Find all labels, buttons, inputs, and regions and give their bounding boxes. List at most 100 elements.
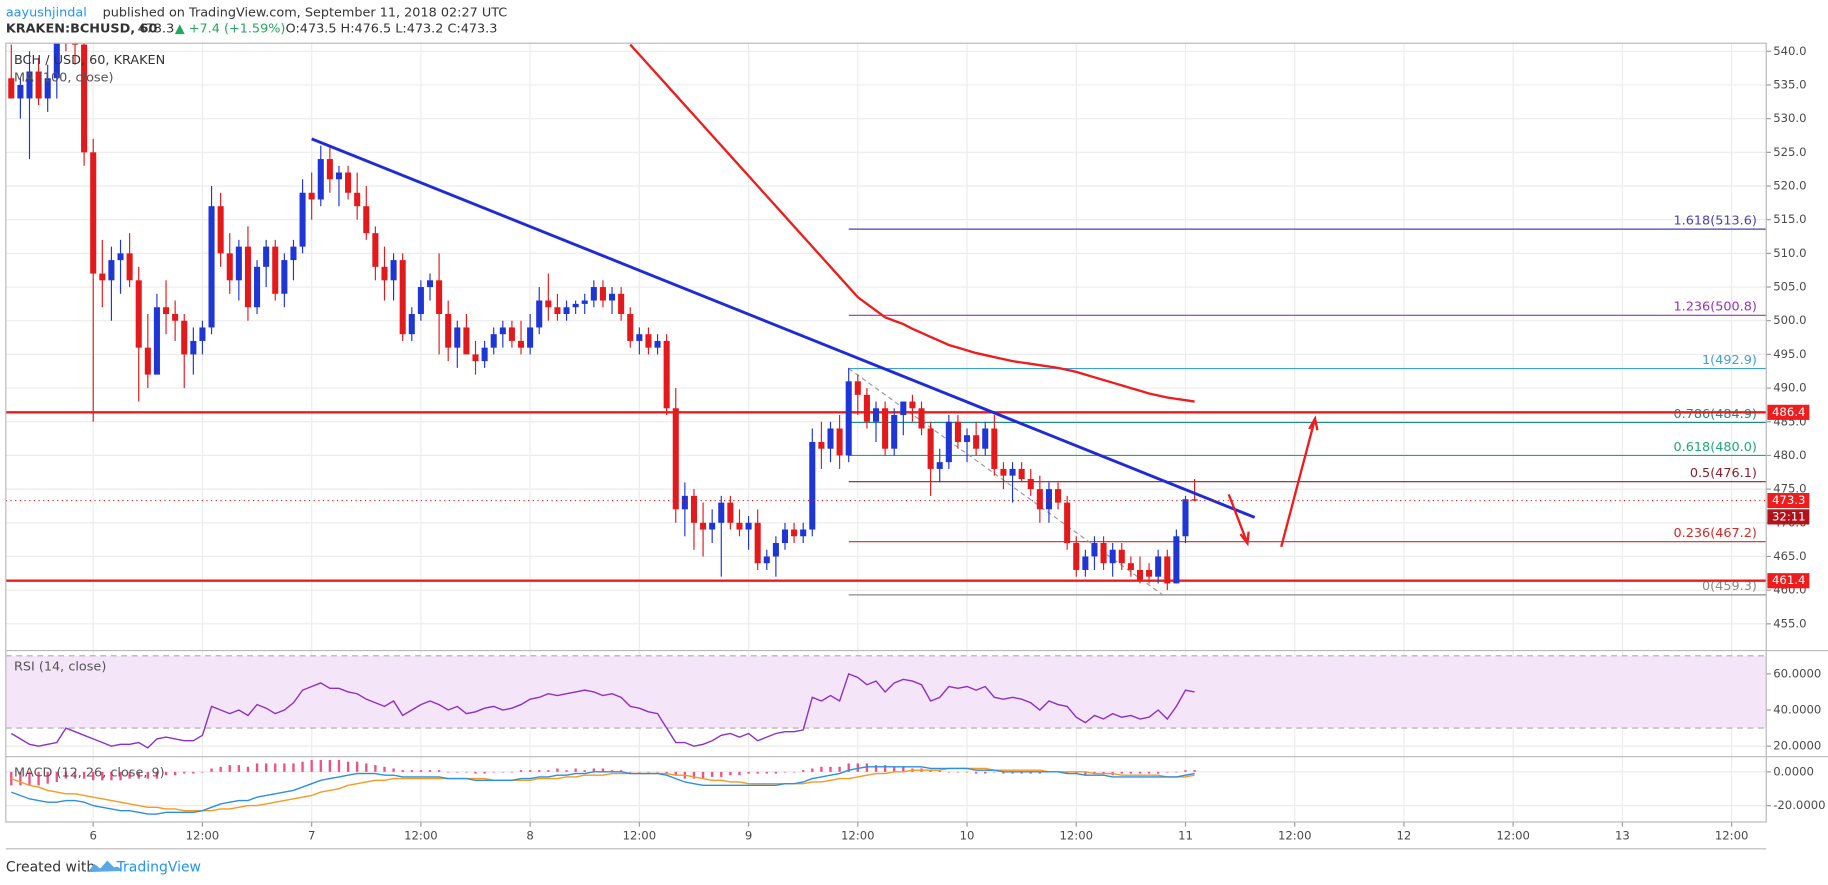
candle-body xyxy=(399,260,406,335)
macd-histogram-bar xyxy=(1147,771,1151,774)
candle-body xyxy=(481,347,488,362)
macd-histogram-bar xyxy=(1020,771,1023,774)
candle-body xyxy=(845,381,852,456)
candle-body xyxy=(599,287,606,301)
countdown-tag xyxy=(1767,509,1810,525)
candle-body xyxy=(954,421,961,442)
candle-body xyxy=(527,327,534,348)
candle-body xyxy=(545,300,552,308)
x-tick-label: 10 xyxy=(960,828,975,842)
x-tick-label: 12 xyxy=(1397,828,1412,842)
x-tick-label: 12:00 xyxy=(1278,828,1312,842)
macd-histogram-bar xyxy=(92,771,95,781)
macd-histogram-bar xyxy=(1038,771,1042,774)
macd-histogram-bar xyxy=(274,763,277,772)
macd-histogram-bar xyxy=(893,766,896,772)
candle-body xyxy=(317,159,324,200)
candle-body xyxy=(436,280,443,314)
candle-body xyxy=(117,253,124,261)
macd-histogram-bar xyxy=(474,771,477,774)
macd-histogram-bar xyxy=(255,763,259,772)
candle-body xyxy=(126,253,133,281)
moving-average xyxy=(629,43,1195,403)
macd-histogram-bar xyxy=(119,771,122,781)
candle-body xyxy=(827,428,834,449)
macd-histogram-bar xyxy=(1129,771,1133,774)
macd-histogram-bar xyxy=(874,765,878,772)
macd-histogram-bar xyxy=(228,765,231,772)
candle-body xyxy=(581,300,588,304)
macd-histogram-bar xyxy=(984,771,987,774)
macd-histogram-bar xyxy=(802,770,805,772)
macd-histogram-bar xyxy=(547,770,550,772)
x-tick-label: 12:00 xyxy=(186,828,220,842)
macd-histogram-bar xyxy=(82,771,86,779)
macd-histogram-bar xyxy=(619,770,623,772)
macd-histogram-bar xyxy=(365,763,368,772)
header-ohlc: O:473.5 H:476.5 L:473.2 C:473.3 xyxy=(286,22,498,37)
y-tick-label: 515.0 xyxy=(1773,212,1806,226)
macd-histogram-bar xyxy=(19,771,22,786)
x-tick-label: 6 xyxy=(90,828,97,842)
x-tick-label: 8 xyxy=(526,828,533,842)
candle-body xyxy=(71,43,79,45)
candle-body xyxy=(945,421,952,463)
candle-body xyxy=(836,428,843,456)
macd-histogram-bar xyxy=(929,770,932,772)
macd-histogram-bar xyxy=(965,771,969,773)
macd-histogram-bar xyxy=(310,760,313,772)
macd-histogram-bar xyxy=(829,766,832,772)
candle-body xyxy=(199,327,206,341)
macd-histogram-bar xyxy=(974,771,978,774)
macd-histogram-bar xyxy=(356,761,359,772)
candle-body xyxy=(1182,499,1189,537)
macd-histogram-bar xyxy=(902,766,905,772)
candle-body xyxy=(982,428,989,449)
candle-body xyxy=(445,313,452,348)
candle-body xyxy=(900,401,907,416)
y-tick-label: 20.0000 xyxy=(1773,739,1821,753)
macd-histogram-bar xyxy=(46,771,49,784)
candle-body xyxy=(463,327,470,355)
macd-histogram-bar xyxy=(292,763,295,772)
arrow-down xyxy=(1227,493,1250,547)
candle-body xyxy=(909,401,916,409)
macd-histogram-bar xyxy=(774,771,778,774)
candle-body xyxy=(1082,556,1089,570)
candle-body xyxy=(172,313,179,321)
candle-body xyxy=(508,327,515,341)
macd-histogram-bar xyxy=(783,771,787,773)
candle-body xyxy=(681,495,688,510)
macd-histogram-bar xyxy=(128,771,131,779)
candle-body xyxy=(153,307,160,375)
trendline xyxy=(311,137,1256,519)
candle-body xyxy=(335,172,343,180)
candle-body xyxy=(1100,543,1107,564)
footer-brand[interactable]: TradingView xyxy=(116,859,201,875)
drawn-arrows xyxy=(1227,415,1319,548)
candle-body xyxy=(781,529,789,544)
candle-body xyxy=(1191,499,1198,501)
y-tick-label: 510.0 xyxy=(1773,246,1806,260)
candle-body xyxy=(1164,556,1171,584)
candle-body xyxy=(973,435,980,449)
author[interactable]: aayushjindal xyxy=(6,5,87,20)
candle-body xyxy=(618,293,625,314)
candle-body xyxy=(891,415,898,449)
macd-histogram-bar xyxy=(155,771,159,779)
candle-body xyxy=(772,543,779,557)
macd-histogram-bar xyxy=(246,766,250,772)
candle-body xyxy=(44,78,51,99)
macd-histogram-bar xyxy=(201,771,204,773)
fib-label: 0(459.3) xyxy=(1702,579,1757,594)
macd-histogram-bar xyxy=(1084,771,1087,776)
macd-histogram-bar xyxy=(847,763,850,772)
candle-body xyxy=(563,307,570,314)
macd-histogram-bar xyxy=(956,771,960,773)
x-tick-label: 9 xyxy=(745,828,752,842)
arrow-up xyxy=(1280,415,1319,548)
candle-body xyxy=(217,206,224,254)
price-tag xyxy=(1767,573,1810,589)
macd-histogram-bar xyxy=(73,771,77,779)
macd-histogram-bar xyxy=(301,761,304,772)
